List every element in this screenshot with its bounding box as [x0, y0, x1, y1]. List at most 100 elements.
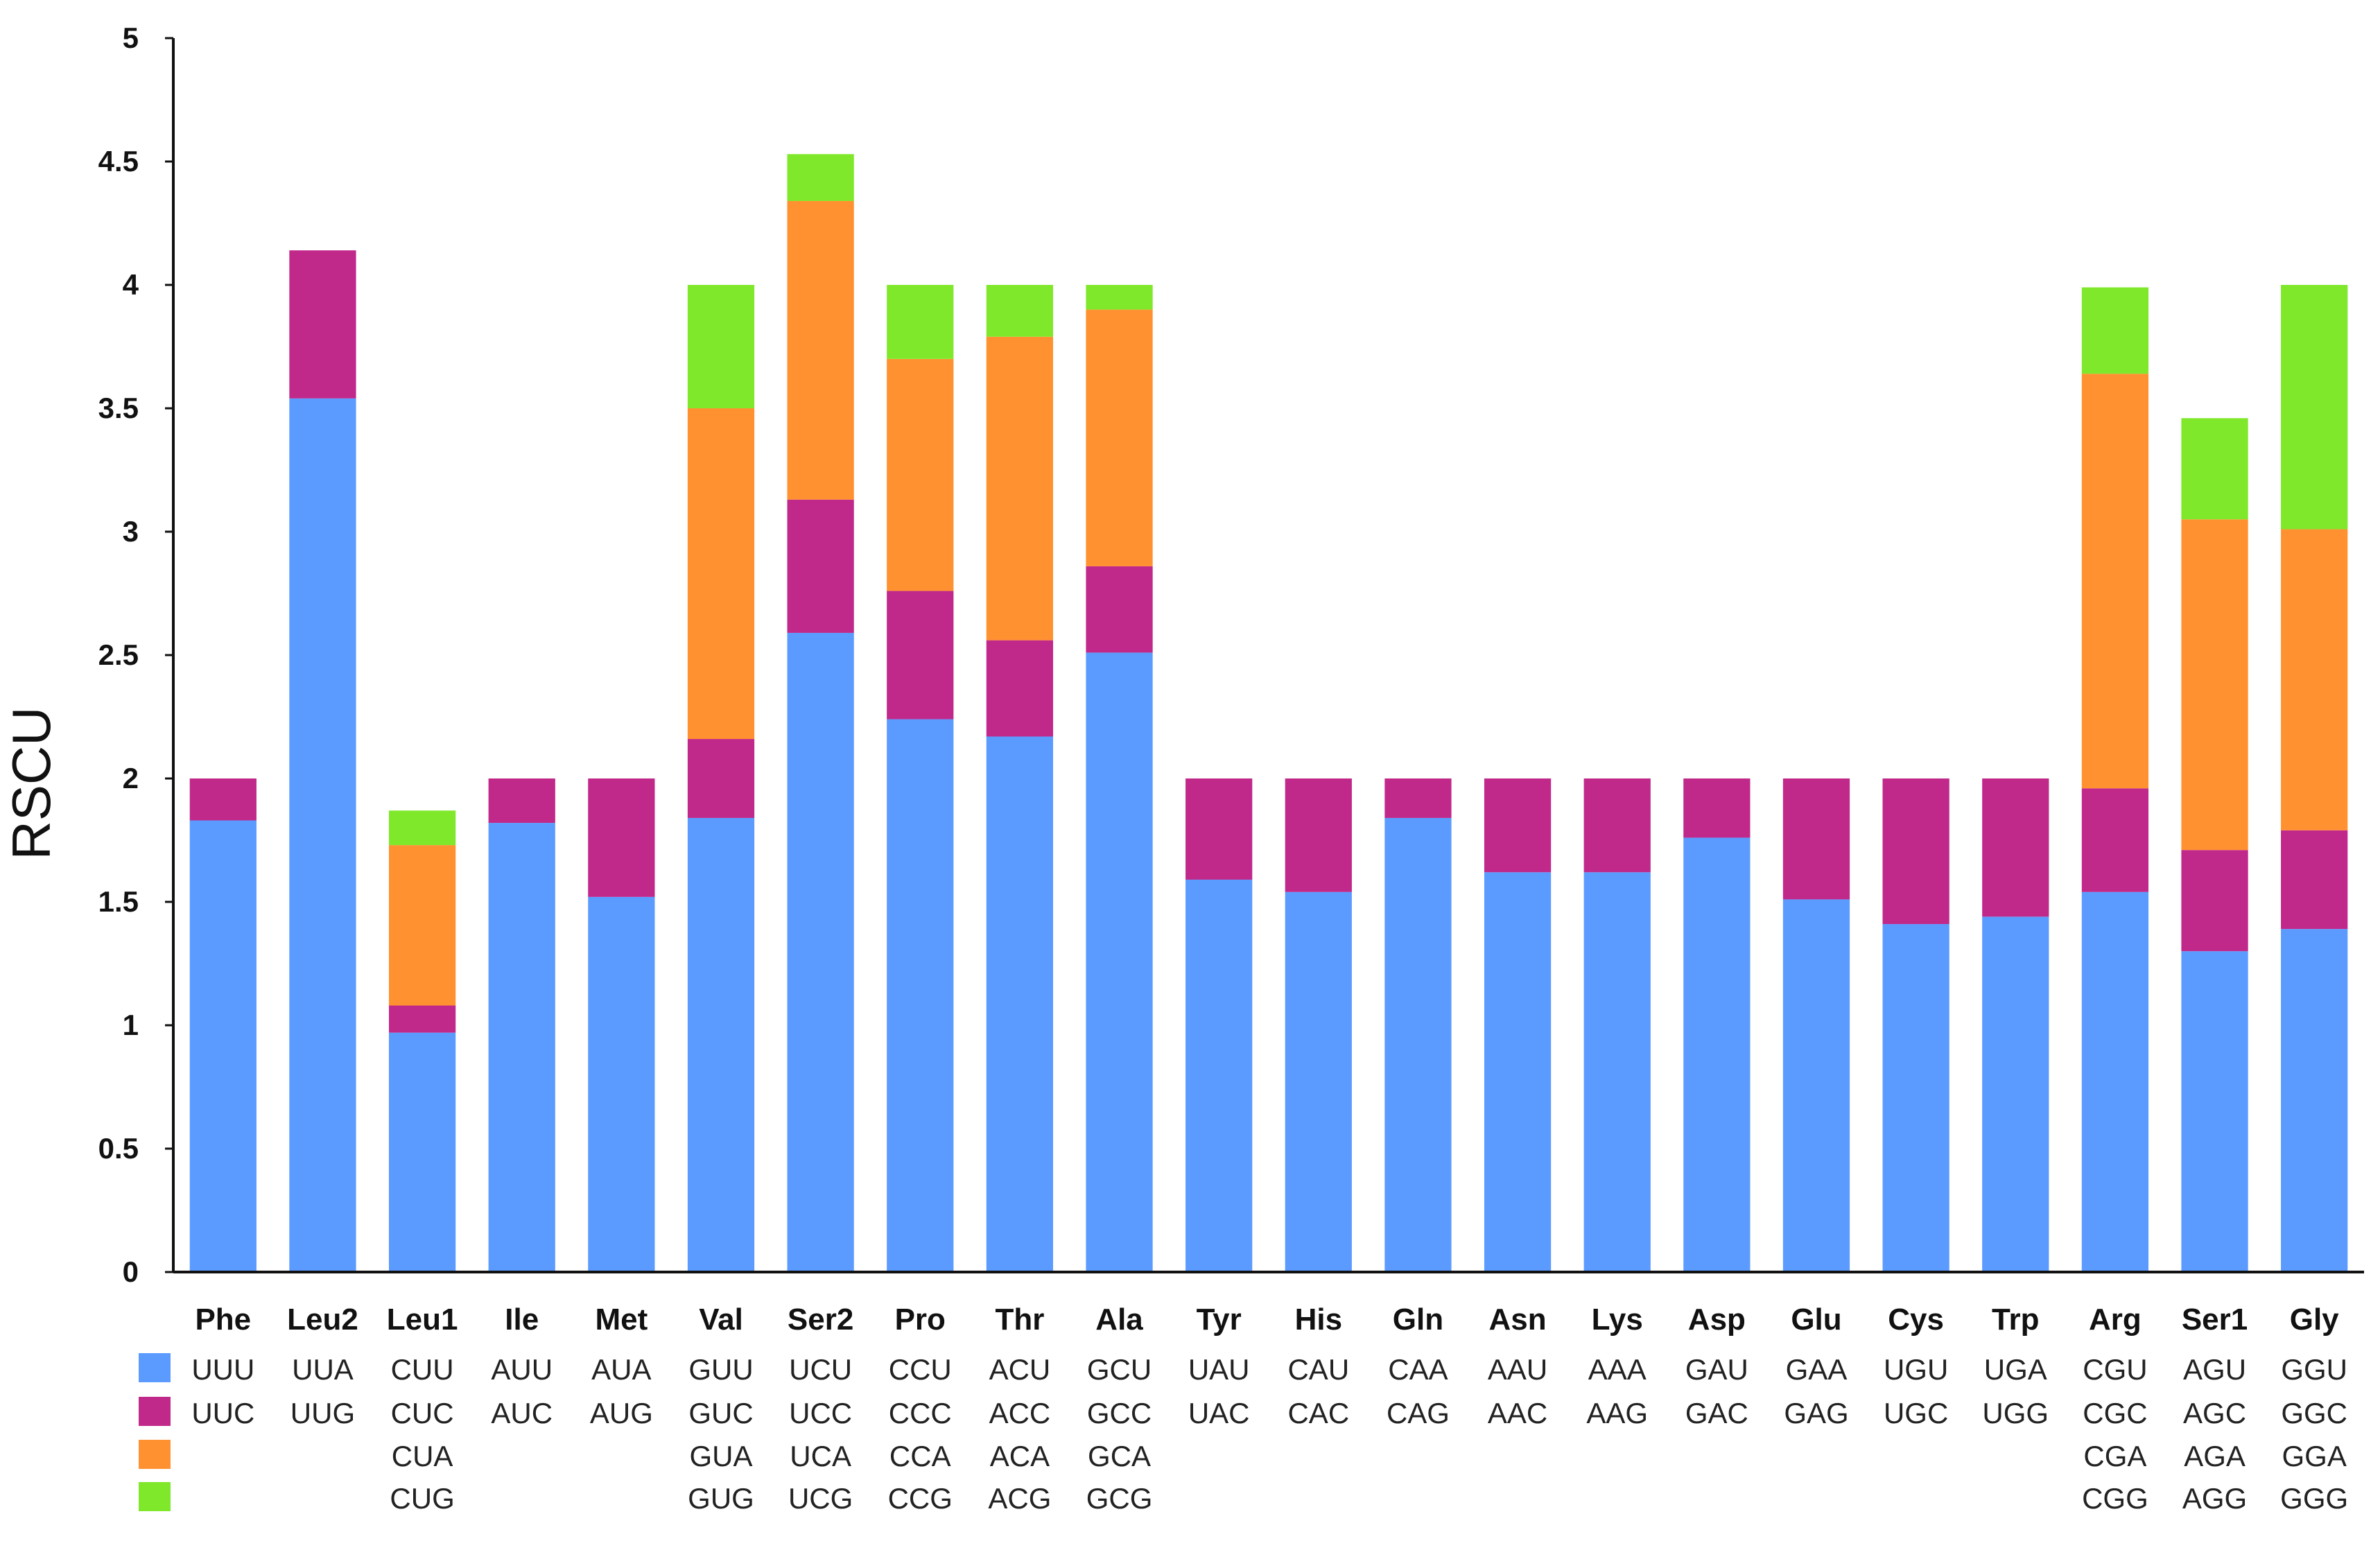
y-tick-label: 0 — [123, 1255, 139, 1288]
bar-segment-thr-acu — [986, 736, 1054, 1272]
category-label: Lys — [1592, 1303, 1643, 1337]
bar-segment-met-aug — [588, 778, 655, 897]
codon-label: GGC — [2281, 1397, 2347, 1429]
codon-label: AGG — [2182, 1482, 2247, 1515]
category-label: Thr — [995, 1303, 1044, 1337]
y-tick-label: 4.5 — [98, 145, 139, 177]
codon-label: UCU — [789, 1353, 852, 1386]
codon-label: AUC — [491, 1397, 553, 1429]
y-axis-label: RSCU — [1, 706, 62, 860]
y-tick-label: 1 — [123, 1009, 139, 1041]
codon-label: GCC — [1087, 1397, 1152, 1429]
codon-label: GCG — [1086, 1482, 1153, 1515]
bar-segment-leu2-uua — [289, 398, 356, 1272]
category-label: Gln — [1393, 1303, 1443, 1337]
bar-segment-leu1-cuu — [388, 1032, 456, 1272]
codon-label: GGG — [2280, 1482, 2348, 1515]
bar-segment-pro-ccu — [887, 719, 954, 1272]
bar-segment-arg-cgg — [2081, 287, 2149, 374]
category-label: Ser2 — [788, 1303, 853, 1337]
codon-table: UUU UUC UUA UUG CUU CUC CUA CUG AUU AUC AUA AUG GUU G… — [139, 1353, 2348, 1515]
legend-swatch-1 — [139, 1353, 171, 1382]
bar-segment-pro-cca — [887, 358, 954, 591]
bar-segment-glu-gaa — [1782, 899, 1850, 1272]
codon-label: GAC — [1685, 1397, 1748, 1429]
codon-label: AAC — [1488, 1397, 1547, 1429]
codon-label: CUA — [392, 1440, 453, 1472]
codon-label: AUG — [590, 1397, 653, 1429]
bar-segment-phe-uuc — [189, 778, 257, 821]
codon-label: UAC — [1188, 1397, 1250, 1429]
category-label: Ala — [1095, 1303, 1143, 1337]
bar-segment-ala-gcc — [1086, 566, 1153, 653]
bar-segment-ser2-ucg — [787, 154, 854, 201]
bar-segment-asp-gac — [1683, 778, 1751, 838]
codon-label: UUU — [191, 1353, 254, 1386]
bar-segment-asp-gau — [1683, 837, 1751, 1272]
bar-segment-leu2-uug — [289, 250, 356, 399]
bar-segment-leu1-cua — [388, 845, 456, 1006]
bar-segment-gly-ggu — [2281, 929, 2348, 1272]
y-tick-label: 5 — [123, 21, 139, 54]
codon-label: GGA — [2282, 1440, 2347, 1472]
bar-segment-thr-aca — [986, 336, 1054, 641]
codon-label: UUC — [191, 1397, 254, 1429]
codon-label: CGA — [2083, 1440, 2146, 1472]
codon-label: GAU — [1685, 1353, 1748, 1386]
bar-segment-ala-gcg — [1086, 285, 1153, 310]
codon-label: CCA — [889, 1440, 951, 1472]
codon-label: ACU — [989, 1353, 1051, 1386]
bar-segment-ser1-agc — [2181, 850, 2248, 952]
bar-segment-tyr-uac — [1185, 778, 1253, 880]
category-label: His — [1295, 1303, 1342, 1337]
codon-label: CCU — [889, 1353, 952, 1386]
codon-label: CAG — [1387, 1397, 1450, 1429]
codon-label: AAG — [1586, 1397, 1648, 1429]
bar-segment-ser2-uca — [787, 200, 854, 500]
codon-label: AUA — [591, 1353, 651, 1386]
bar-segment-leu1-cuc — [388, 1005, 456, 1033]
bar-segment-phe-uuu — [189, 820, 257, 1272]
bar-segment-ala-gca — [1086, 309, 1153, 566]
bars — [189, 154, 2348, 1272]
bar-segment-ser1-agu — [2181, 951, 2248, 1272]
bar-segment-leu1-cug — [388, 810, 456, 846]
bar-segment-ile-auu — [488, 823, 555, 1272]
axes — [172, 38, 2364, 1273]
codon-label: GAG — [1784, 1397, 1848, 1429]
codon-label: AAU — [1488, 1353, 1547, 1386]
legend-swatch-2 — [139, 1397, 171, 1426]
bar-segment-his-cac — [1285, 778, 1352, 892]
codon-label: UCG — [788, 1482, 853, 1515]
bar-segment-ala-gcu — [1086, 652, 1153, 1272]
category-label: Phe — [195, 1303, 251, 1337]
category-label: Val — [699, 1303, 743, 1337]
codon-label: GAA — [1786, 1353, 1848, 1386]
bar-segment-lys-aaa — [1583, 872, 1651, 1272]
codon-label: GUC — [688, 1397, 753, 1429]
codon-label: AGA — [2184, 1440, 2246, 1472]
bar-segment-tyr-uau — [1185, 879, 1253, 1272]
bar-segment-gly-gga — [2281, 529, 2348, 830]
bar-segment-gln-cag — [1384, 778, 1452, 818]
bar-segment-lys-aag — [1583, 778, 1651, 873]
codon-label: CGC — [2083, 1397, 2147, 1429]
bar-segment-val-guc — [687, 739, 755, 818]
bar-segment-val-gug — [687, 285, 755, 408]
category-label: Asp — [1688, 1303, 1746, 1337]
codon-label: UAU — [1188, 1353, 1250, 1386]
bar-segment-pro-ccc — [887, 591, 954, 720]
codon-label: UGG — [1982, 1397, 2049, 1429]
codon-label: ACG — [988, 1482, 1051, 1515]
codon-label: GUA — [689, 1440, 752, 1472]
bar-segment-ile-auc — [488, 778, 555, 824]
category-label: Trp — [1992, 1303, 2039, 1337]
bar-segment-thr-acc — [986, 640, 1054, 737]
category-label: Pro — [895, 1303, 946, 1337]
codon-label: UCC — [789, 1397, 852, 1429]
category-label: Leu2 — [287, 1303, 358, 1337]
category-label: Arg — [2089, 1303, 2142, 1337]
bar-segment-gly-ggg — [2281, 285, 2348, 530]
y-axis: 0 0.5 1 1.5 2 2.5 3 3.5 4 4.5 5 — [98, 21, 173, 1288]
y-tick-label: 2 — [123, 762, 139, 794]
